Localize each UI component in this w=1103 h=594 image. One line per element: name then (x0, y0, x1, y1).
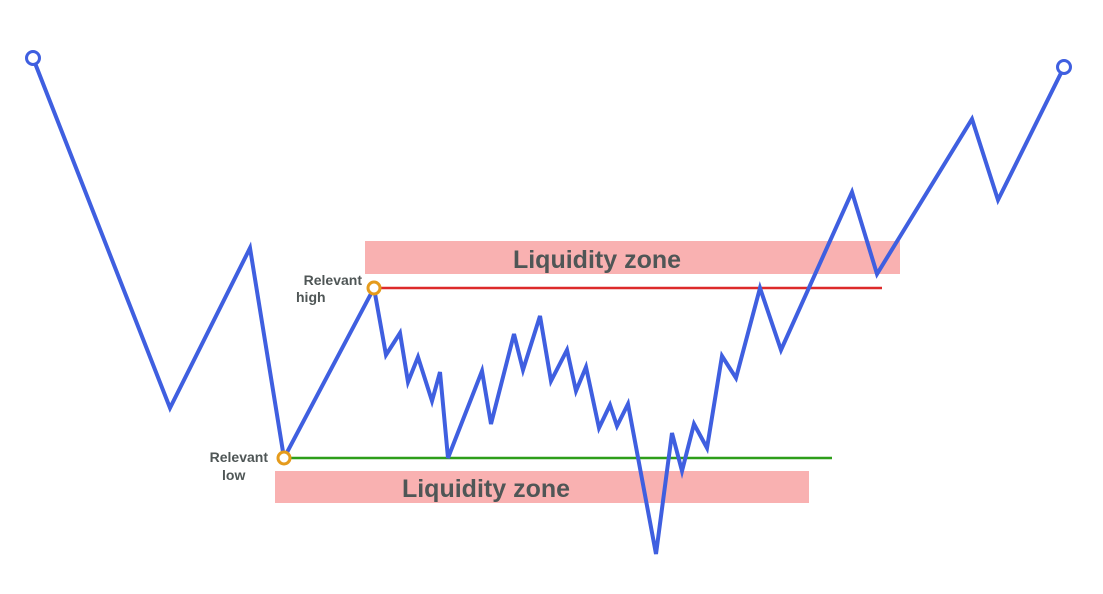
relevant-low-label-line2: low (222, 467, 245, 483)
relevant-high-label-line2: high (296, 289, 326, 305)
end-point-icon (1056, 59, 1072, 75)
relevant-high-marker-icon (366, 280, 382, 296)
relevant-low-label-line1: Relevant (210, 449, 269, 465)
relevant-high-label-line1: Relevant (304, 272, 363, 288)
upper-liquidity-zone (365, 241, 900, 274)
upper-zone-label: Liquidity zone (513, 246, 681, 274)
relevant-low-marker-icon (276, 450, 292, 466)
price-path (31, 56, 1066, 555)
lower-liquidity-zone (275, 471, 809, 503)
lower-zone-label: Liquidity zone (402, 475, 570, 503)
start-point-icon (25, 50, 41, 66)
